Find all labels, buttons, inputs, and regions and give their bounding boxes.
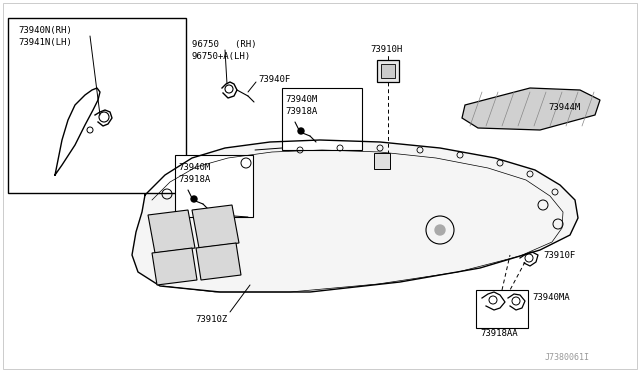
Text: 73944M: 73944M — [548, 103, 580, 112]
Text: 96750   (RH): 96750 (RH) — [192, 39, 257, 48]
Text: 73918A: 73918A — [285, 108, 317, 116]
Polygon shape — [132, 140, 578, 292]
Bar — [381, 64, 395, 78]
Text: 96750+A(LH): 96750+A(LH) — [192, 51, 251, 61]
Text: 73940MA: 73940MA — [532, 294, 570, 302]
Circle shape — [435, 225, 445, 235]
Circle shape — [298, 128, 304, 134]
Text: 73918A: 73918A — [178, 174, 211, 183]
Circle shape — [191, 196, 197, 202]
Bar — [175, 155, 253, 217]
Bar — [476, 290, 528, 328]
Polygon shape — [462, 88, 600, 130]
Polygon shape — [152, 248, 197, 285]
Polygon shape — [148, 210, 195, 253]
Text: 73941N(LH): 73941N(LH) — [18, 38, 72, 46]
Bar — [374, 153, 390, 169]
Bar — [282, 88, 362, 150]
Text: 73940M: 73940M — [285, 96, 317, 105]
Text: 73910F: 73910F — [543, 251, 575, 260]
Polygon shape — [196, 243, 241, 280]
Text: J7380061I: J7380061I — [545, 353, 590, 362]
Text: 73940F: 73940F — [258, 76, 291, 84]
Bar — [8, 18, 186, 193]
Text: 73910H: 73910H — [370, 45, 403, 55]
Text: 73918AA: 73918AA — [480, 330, 518, 339]
Text: 73910Z: 73910Z — [195, 315, 227, 324]
Text: 73940M: 73940M — [178, 163, 211, 171]
Text: 73940N(RH): 73940N(RH) — [18, 26, 72, 35]
Polygon shape — [192, 205, 239, 248]
Bar — [377, 60, 399, 82]
